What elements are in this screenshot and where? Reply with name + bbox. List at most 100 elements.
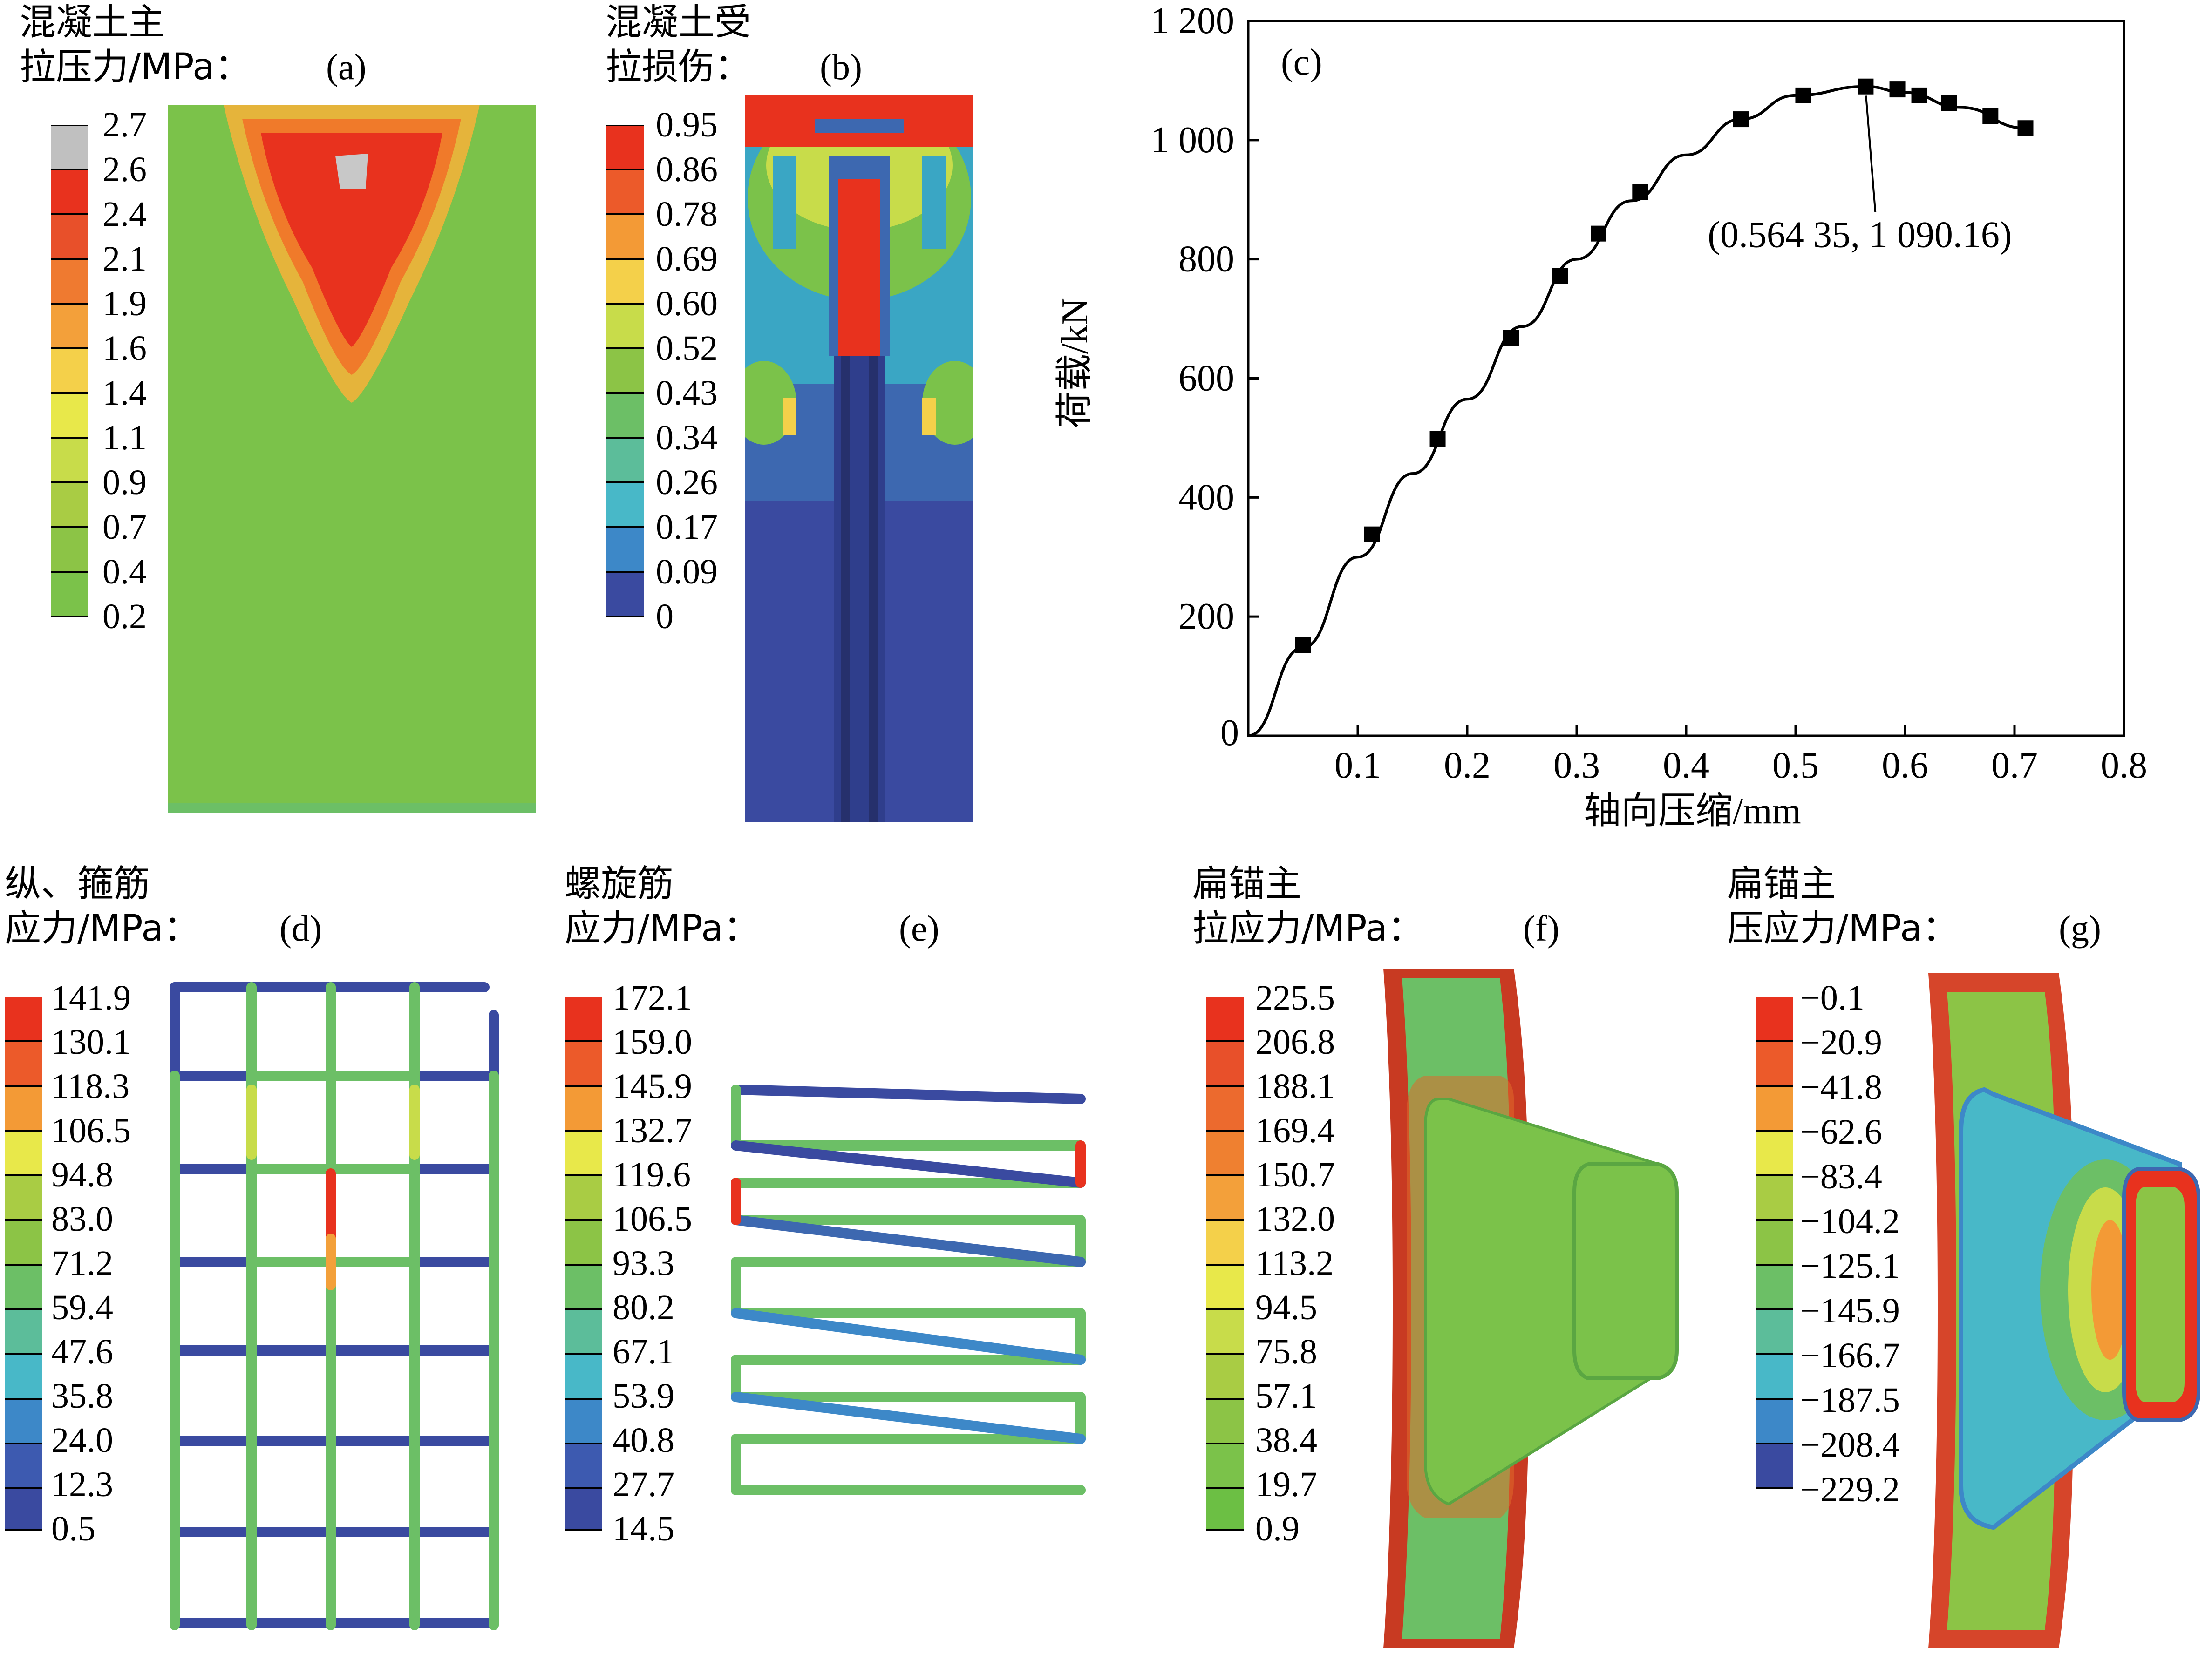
panel-a-title: 混凝土主 拉压力/MPa： [20, 0, 251, 89]
panel-d-tag: (d) [279, 908, 322, 949]
legend-label: 1.9 [102, 284, 147, 323]
legend-label: 0.2 [102, 597, 147, 636]
legend-label: 0.86 [656, 150, 718, 189]
legend-label: 132.7 [613, 1111, 692, 1150]
legend-label: 0.34 [656, 418, 718, 457]
concrete-tension-contour [168, 105, 536, 813]
panel-e-title-line2: 应力/MPa： [565, 908, 760, 949]
legend-label: 0.4 [102, 552, 147, 591]
legend-label: 0.95 [656, 105, 718, 144]
legend-label: 2.7 [102, 105, 147, 144]
legend-label: −41.8 [1800, 1068, 1882, 1107]
legend-label: 35.8 [51, 1376, 113, 1416]
legend-label: 188.1 [1255, 1067, 1335, 1106]
panel-f-title-line1: 扁锚主 [1192, 863, 1302, 905]
anchor-compression-contour [1928, 973, 2200, 1648]
y-tick-label: 1 200 [1150, 0, 1234, 41]
data-point-marker [1632, 184, 1648, 200]
anchor-tension-contour [1383, 969, 1679, 1648]
panel-a-tag: (a) [326, 47, 367, 87]
data-point-marker [1503, 330, 1519, 346]
legend-label: 40.8 [613, 1421, 674, 1460]
legend-label: −187.5 [1800, 1381, 1900, 1420]
panel-b-colorbar [606, 125, 644, 617]
legend-label: −208.4 [1800, 1425, 1900, 1464]
legend-label: 83.0 [51, 1200, 113, 1239]
legend-label: −83.4 [1800, 1157, 1882, 1196]
legend-label: 38.4 [1255, 1421, 1317, 1460]
legend-label: 206.8 [1255, 1023, 1335, 1062]
legend-label: 0.43 [656, 373, 718, 413]
panel-f-title-line2: 拉应力/MPa： [1192, 908, 1424, 949]
legend-label: 19.7 [1255, 1465, 1317, 1504]
legend-label: 0.78 [656, 195, 718, 234]
legend-label: −166.7 [1800, 1336, 1900, 1375]
legend-label: 169.4 [1255, 1111, 1335, 1150]
legend-label: 94.5 [1255, 1288, 1317, 1327]
panel-b-tag: (b) [820, 47, 862, 87]
panel-f-title: 扁锚主 拉应力/MPa： [1192, 861, 1424, 951]
legend-label: 2.1 [102, 239, 147, 278]
legend-label: 0.69 [656, 239, 718, 278]
data-point-marker [1552, 268, 1568, 284]
panel-b-title-line1: 混凝土受 [606, 1, 751, 43]
legend-label: 0.26 [656, 463, 718, 502]
legend-label: 14.5 [613, 1509, 674, 1548]
data-point-marker [1733, 111, 1749, 128]
legend-label: 113.2 [1255, 1244, 1334, 1283]
panel-d-colorbar [5, 997, 42, 1531]
legend-label: 75.8 [1255, 1332, 1317, 1371]
legend-label: −62.6 [1800, 1112, 1882, 1152]
concrete-damage-contour [745, 95, 973, 822]
legend-label: 0 [656, 597, 674, 636]
x-tick-label: 0.5 [1772, 745, 1819, 786]
panel-e-title-line1: 螺旋筋 [565, 863, 674, 905]
series-line [1248, 85, 2026, 737]
y-tick-label: 600 [1178, 358, 1234, 399]
legend-label: 0.7 [102, 508, 147, 547]
x-tick-label: 0.6 [1882, 745, 1928, 786]
annotation-leader [1865, 95, 1877, 212]
legend-label: −0.1 [1800, 978, 1865, 1017]
y-tick-label: 200 [1178, 596, 1234, 637]
data-point-marker [1364, 526, 1380, 542]
x-tick-label: 0.3 [1553, 745, 1600, 786]
legend-label: 80.2 [613, 1288, 674, 1327]
legend-label: 94.8 [51, 1155, 113, 1194]
legend-label: 132.0 [1255, 1200, 1335, 1239]
panel-f-tag: (f) [1523, 908, 1559, 949]
legend-label: 27.7 [613, 1465, 674, 1504]
x-tick-label: 0.8 [2101, 745, 2147, 786]
legend-label: 141.9 [51, 978, 131, 1017]
legend-label: 0.09 [656, 552, 718, 591]
y-tick-label: 800 [1178, 239, 1234, 280]
rebar-cage-stress [170, 982, 499, 1630]
legend-label: 24.0 [51, 1421, 113, 1460]
y-tick-label: 400 [1178, 477, 1234, 518]
legend-label: 2.4 [102, 195, 147, 234]
panel-a-title-line1: 混凝土主 [20, 1, 165, 43]
legend-label: 159.0 [613, 1023, 692, 1062]
legend-label: 93.3 [613, 1244, 674, 1283]
legend-label: 0.60 [656, 284, 718, 323]
legend-label: 130.1 [51, 1023, 131, 1062]
data-point-marker [1429, 431, 1446, 447]
load-displacement-chart: (c) 200 400 600 800 1 000 1 200 0.1 0.2 0.3 0.4 0… [1055, 0, 2147, 832]
legend-label: −229.2 [1800, 1470, 1900, 1509]
panel-g-title-line2: 压应力/MPa： [1727, 908, 1959, 949]
y-tick-label: 1 000 [1150, 120, 1234, 161]
legend-label: 119.6 [613, 1155, 691, 1194]
data-point-marker [2017, 120, 2034, 136]
legend-label: 12.3 [51, 1465, 113, 1504]
data-point-marker [1591, 225, 1606, 242]
legend-label: −125.1 [1800, 1247, 1900, 1286]
x-tick-label: 0.1 [1334, 745, 1381, 786]
data-point-marker [1941, 95, 1957, 111]
panel-g-colorbar [1756, 997, 1793, 1489]
legend-label: −104.2 [1800, 1202, 1900, 1241]
chart-frame [1247, 20, 2125, 737]
legend-label: −145.9 [1800, 1291, 1900, 1330]
panel-a-colorbar [51, 125, 88, 617]
legend-label: 172.1 [613, 978, 692, 1017]
legend-label: 106.5 [613, 1200, 692, 1239]
